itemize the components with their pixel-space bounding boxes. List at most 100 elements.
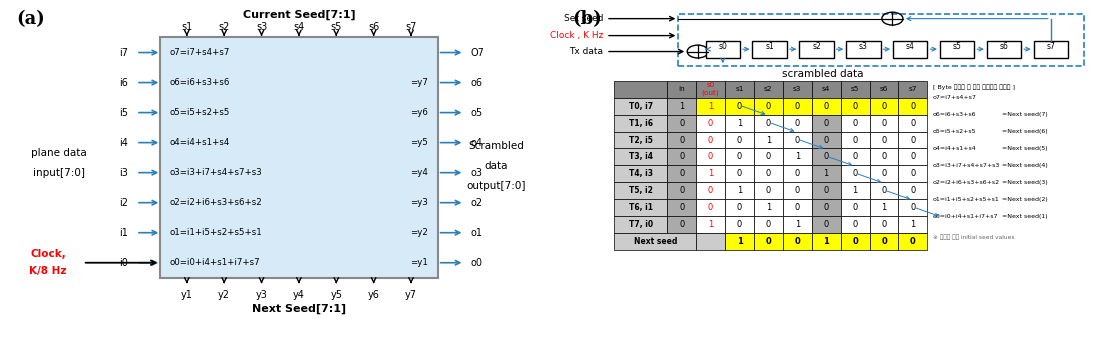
Text: s1: s1 <box>765 42 774 51</box>
FancyBboxPatch shape <box>783 216 812 233</box>
Text: 0: 0 <box>679 186 684 195</box>
Text: s3: s3 <box>256 22 267 32</box>
FancyBboxPatch shape <box>754 81 783 98</box>
Text: 0: 0 <box>795 186 800 195</box>
Text: 0: 0 <box>795 119 800 127</box>
Text: s7: s7 <box>1046 42 1055 51</box>
Text: 1: 1 <box>911 220 915 229</box>
FancyBboxPatch shape <box>696 233 725 250</box>
FancyBboxPatch shape <box>667 182 696 199</box>
FancyBboxPatch shape <box>754 233 783 250</box>
Text: o7=i7+s4+s7: o7=i7+s4+s7 <box>933 95 976 100</box>
Text: =y4: =y4 <box>410 168 428 177</box>
Text: 0: 0 <box>708 186 713 195</box>
Text: =y3: =y3 <box>410 198 428 207</box>
FancyBboxPatch shape <box>812 182 841 199</box>
FancyBboxPatch shape <box>898 199 927 216</box>
FancyBboxPatch shape <box>667 98 696 115</box>
FancyBboxPatch shape <box>812 132 841 148</box>
FancyBboxPatch shape <box>725 199 754 216</box>
Text: o2=i2+i6+s3+s6+s2: o2=i2+i6+s3+s6+s2 <box>170 198 262 207</box>
Text: Scrambled: Scrambled <box>468 141 525 151</box>
FancyBboxPatch shape <box>898 98 927 115</box>
FancyBboxPatch shape <box>986 41 1021 58</box>
Text: 0: 0 <box>679 203 684 212</box>
Text: 0: 0 <box>766 186 771 195</box>
Text: 0: 0 <box>765 237 772 246</box>
FancyBboxPatch shape <box>812 199 841 216</box>
Text: 0: 0 <box>882 153 886 161</box>
Text: o0: o0 <box>470 258 483 268</box>
Text: 1: 1 <box>766 136 771 144</box>
FancyBboxPatch shape <box>725 132 754 148</box>
Text: y4: y4 <box>292 290 305 300</box>
Text: 1: 1 <box>795 220 800 229</box>
Text: 0: 0 <box>737 153 742 161</box>
Text: s4: s4 <box>294 22 305 32</box>
Text: s2: s2 <box>218 22 230 32</box>
FancyBboxPatch shape <box>696 132 725 148</box>
Text: 0: 0 <box>911 203 915 212</box>
Text: 1: 1 <box>708 220 713 229</box>
Text: [ Byte 처리된 각 출력 비트들은 관계식 ]: [ Byte 처리된 각 출력 비트들은 관계식 ] <box>933 84 1015 89</box>
FancyBboxPatch shape <box>725 233 754 250</box>
FancyBboxPatch shape <box>725 165 754 182</box>
Text: Clock , K Hz: Clock , K Hz <box>550 31 603 40</box>
FancyBboxPatch shape <box>800 41 834 58</box>
Text: y3: y3 <box>256 290 268 300</box>
FancyBboxPatch shape <box>160 37 438 278</box>
Text: 0: 0 <box>824 220 828 229</box>
Text: o4: o4 <box>470 138 483 147</box>
FancyBboxPatch shape <box>754 216 783 233</box>
Text: 1: 1 <box>766 203 771 212</box>
Text: T2, i5: T2, i5 <box>629 136 653 144</box>
FancyBboxPatch shape <box>812 216 841 233</box>
Text: Set seed: Set seed <box>564 14 603 23</box>
FancyBboxPatch shape <box>783 132 812 148</box>
FancyBboxPatch shape <box>614 233 696 250</box>
Text: 0: 0 <box>737 136 742 144</box>
Text: 0: 0 <box>853 136 857 144</box>
FancyBboxPatch shape <box>841 148 870 165</box>
FancyBboxPatch shape <box>870 148 898 165</box>
Text: i1: i1 <box>119 228 128 238</box>
FancyBboxPatch shape <box>783 148 812 165</box>
FancyBboxPatch shape <box>1034 41 1068 58</box>
FancyBboxPatch shape <box>667 81 696 98</box>
FancyBboxPatch shape <box>898 148 927 165</box>
Text: =Next seed(4): =Next seed(4) <box>1003 163 1049 168</box>
Text: o6: o6 <box>470 78 483 87</box>
Text: =Next seed(1): =Next seed(1) <box>1003 214 1049 219</box>
Text: 0: 0 <box>708 119 713 127</box>
Text: =y1: =y1 <box>410 258 428 267</box>
Text: 0: 0 <box>679 170 684 178</box>
FancyBboxPatch shape <box>667 115 696 132</box>
Text: y7: y7 <box>405 290 417 300</box>
Text: o2=i2+i6+s3+s6+s2: o2=i2+i6+s3+s6+s2 <box>933 180 1000 185</box>
Text: o2: o2 <box>470 198 483 208</box>
Text: 0: 0 <box>911 136 915 144</box>
Text: O7: O7 <box>470 47 485 58</box>
FancyBboxPatch shape <box>870 233 898 250</box>
FancyBboxPatch shape <box>754 148 783 165</box>
Text: 0: 0 <box>737 220 742 229</box>
Text: y2: y2 <box>218 290 230 300</box>
Text: 0: 0 <box>708 153 713 161</box>
Text: 0: 0 <box>824 203 828 212</box>
Text: 0: 0 <box>853 170 857 178</box>
Text: o1: o1 <box>470 228 483 238</box>
FancyBboxPatch shape <box>754 165 783 182</box>
FancyBboxPatch shape <box>725 98 754 115</box>
FancyBboxPatch shape <box>870 132 898 148</box>
Text: T3, i4: T3, i4 <box>628 153 653 161</box>
FancyBboxPatch shape <box>898 115 927 132</box>
Text: =Next seed(3): =Next seed(3) <box>1003 180 1049 185</box>
Text: 0: 0 <box>795 170 800 178</box>
FancyBboxPatch shape <box>614 115 667 132</box>
Text: 0: 0 <box>911 153 915 161</box>
Text: 0: 0 <box>737 170 742 178</box>
Text: 0: 0 <box>766 153 771 161</box>
FancyBboxPatch shape <box>870 115 898 132</box>
Text: 0: 0 <box>795 102 800 111</box>
Text: s6: s6 <box>1000 42 1009 51</box>
